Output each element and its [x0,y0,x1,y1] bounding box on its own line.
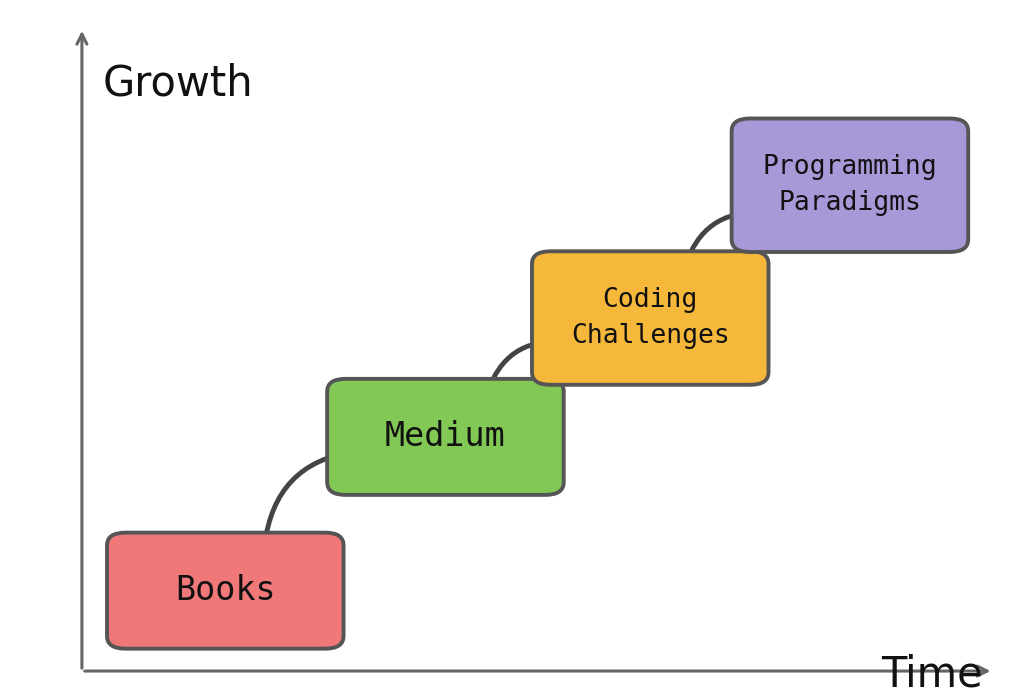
FancyBboxPatch shape [731,118,968,252]
FancyBboxPatch shape [106,533,344,649]
Text: Books: Books [175,574,275,607]
Text: Programming
Paradigms: Programming Paradigms [763,154,937,216]
FancyBboxPatch shape [532,251,768,384]
Text: Coding
Challenges: Coding Challenges [570,287,730,349]
Text: Medium: Medium [385,420,506,454]
Text: Time: Time [882,654,983,696]
Text: Growth: Growth [102,63,253,105]
FancyBboxPatch shape [328,379,563,495]
